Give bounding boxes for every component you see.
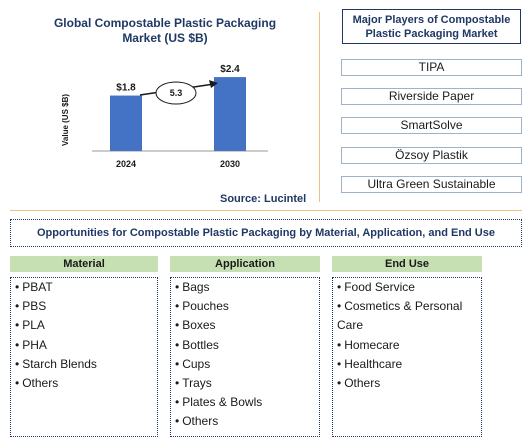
list-item: • Bags [175,278,315,297]
end-use-list-box: • Food Service • Cosmetics & Personal Care •… [332,277,482,437]
player-item: Ultra Green Sustainable [341,176,522,193]
bar-chart: Value (US $B) $1.8 2024 $2.4 2030 5.3 [61,64,268,169]
list-item-text: Bottles [182,337,219,352]
material-list: • PBAT • PBS • PLA • PHA • Starch Blends • Others [15,278,153,393]
list-item-text: Pouches [182,299,229,314]
end-use-list: • Food Service • Cosmetics & Personal Care •… [337,278,477,393]
bullet-icon: • [15,280,20,294]
bullet-icon: • [337,356,342,371]
bar-2030 [214,77,246,151]
list-item: • Healthcare [337,355,477,374]
list-item: • PBS [15,297,153,316]
list-item: • Cups [175,355,315,374]
player-item: Özsoy Plastik [341,147,522,164]
list-item-text: Others [182,414,219,429]
list-item-text: PBAT [22,280,53,294]
x-tick-label: 2024 [116,159,136,169]
bullet-icon: • [175,356,180,371]
application-header: Application [170,256,320,272]
end-use-header: End Use [332,256,482,272]
list-item: • Others [337,374,477,393]
player-item: TIPA [341,59,522,76]
list-item: • Plates & Bowls [175,393,315,412]
list-item: • Pouches [175,297,315,316]
list-item-text: Trays [182,376,212,391]
bullet-icon: • [337,337,342,352]
bullet-icon: • [175,376,180,391]
list-item-text: Others [344,376,381,391]
y-axis-label: Value (US $B) [61,94,70,146]
bullet-icon: • [175,280,180,294]
application-list: • Bags • Pouches • Boxes • Bottles • Cups • Trays • P… [175,278,315,432]
bullet-icon: • [15,376,20,391]
list-item-text: Plates & Bowls [182,395,263,410]
list-item: • PBAT [15,278,153,297]
list-item: • Boxes [175,316,315,335]
bar-value-label: $2.4 [220,64,240,75]
bullet-icon: • [175,318,180,333]
bar-value-label: $1.8 [116,83,136,94]
bullet-icon: • [175,395,180,410]
list-item-text: Cups [182,356,211,371]
list-item-text: Boxes [182,318,216,333]
cagr-arrowhead [209,80,218,88]
list-item: • Starch Blends [15,355,153,374]
list-item-text: Food Service [344,280,415,294]
chart-title: Global Compostable Plastic Packaging Mar… [53,16,277,45]
player-item: SmartSolve [341,117,522,134]
bar-2024 [110,95,142,151]
list-item: • Homecare [337,336,477,355]
players-title: Major Players of Compostable Plastic Pac… [342,9,521,44]
cagr-annotation: 5.3 [139,80,218,105]
bullet-icon: • [175,337,180,352]
bullet-icon: • [175,414,180,429]
bullet-icon: • [337,376,342,391]
opportunities-title: Opportunities for Compostable Plastic Pa… [10,219,522,247]
list-item: • PHA [15,336,153,355]
list-item-text: Starch Blends [22,356,97,371]
bullet-icon: • [15,299,20,314]
list-item-text: PLA [22,318,45,333]
cagr-ellipse [155,81,197,105]
bullet-icon: • [15,337,20,352]
material-header: Material [10,256,158,272]
bullet-icon: • [337,299,342,314]
bullet-icon: • [175,299,180,314]
chart-source: Source: Lucintel [220,193,307,205]
list-item-text: PBS [22,299,47,314]
horizontal-divider [10,210,522,211]
player-item: Riverside Paper [341,88,522,105]
list-item-text: Bags [182,280,210,294]
list-item-text: PHA [22,337,47,352]
bullet-icon: • [337,280,342,294]
bullet-icon: • [15,356,20,371]
list-item-text: Cosmetics & Personal Care [337,299,463,333]
x-tick-label: 2030 [220,159,240,169]
vertical-divider [319,12,320,202]
bullet-icon: • [15,318,20,333]
list-item-text: Others [22,376,59,391]
material-list-box: • PBAT • PBS • PLA • PHA • Starch Blends • Others [10,277,158,437]
list-item: • PLA [15,316,153,335]
list-item: • Others [15,374,153,393]
application-list-box: • Bags • Pouches • Boxes • Bottles • Cups • Trays • P… [170,277,320,437]
list-item: • Bottles [175,336,315,355]
list-item: • Trays [175,374,315,393]
list-item-text: Healthcare [344,356,403,371]
list-item: • Food Service [337,278,477,297]
list-item: • Others [175,412,315,431]
list-item-text: Homecare [344,337,400,352]
list-item: • Cosmetics & Personal Care [337,297,477,335]
cagr-label: 5.3 [170,88,183,98]
